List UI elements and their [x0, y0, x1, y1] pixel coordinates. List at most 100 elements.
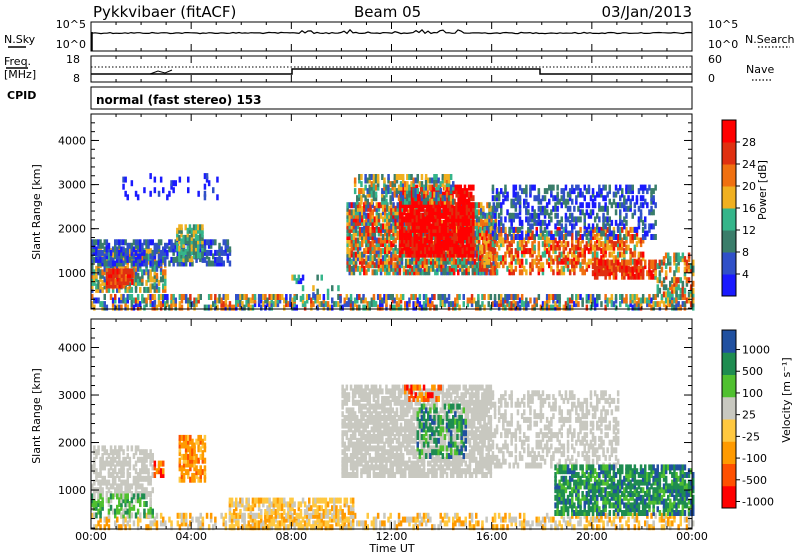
chart-title: Pykkvibaer (fitACF) — [93, 3, 236, 21]
heatmap-cell — [625, 294, 628, 300]
heatmap-cell — [210, 513, 213, 519]
heatmap-cell — [604, 185, 607, 191]
nsky-tick-top: 10^5 — [56, 18, 86, 31]
colorbar-tick-label: 24 — [742, 158, 756, 171]
heatmap-cell — [640, 209, 643, 215]
heatmap-cell — [482, 206, 485, 212]
heatmap-cell — [448, 294, 451, 300]
heatmap-cell — [654, 220, 657, 226]
heatmap-cell — [181, 305, 184, 311]
heatmap-cell — [669, 267, 672, 273]
heatmap-cell — [588, 202, 591, 208]
heatmap-cell — [227, 294, 230, 300]
heatmap-cell — [504, 216, 507, 222]
heatmap-cell — [114, 294, 117, 300]
heatmap-cell — [504, 234, 507, 240]
heatmap-cell — [552, 269, 555, 275]
heatmap-cell — [373, 294, 376, 300]
heatmap-cell — [615, 294, 618, 300]
heatmap-cell — [210, 294, 213, 300]
heatmap-cell — [586, 305, 589, 311]
colorbar-tick-label: 28 — [742, 136, 756, 149]
heatmap-cell — [606, 206, 609, 212]
heatmap-cell — [525, 259, 528, 265]
heatmap-cell — [143, 187, 146, 193]
heatmap-cell — [429, 517, 432, 523]
heatmap-cell — [149, 173, 152, 179]
heatmap-cell — [204, 184, 207, 190]
heatmap-cell — [617, 260, 620, 266]
heatmap-cell — [302, 285, 305, 291]
heatmap-cell — [519, 195, 522, 201]
heatmap-cell — [621, 188, 624, 194]
heatmap-cell — [625, 220, 628, 226]
colorbar-tick-label: 4 — [742, 268, 749, 281]
heatmap-cell — [510, 248, 513, 254]
heatmap-cell — [419, 294, 422, 300]
heatmap-cell — [485, 252, 488, 258]
heatmap-cell — [319, 294, 322, 300]
heatmap-cell — [569, 206, 572, 212]
heatmap-cell — [158, 191, 161, 197]
heatmap-cell — [417, 188, 420, 194]
heatmap-cell — [154, 294, 157, 300]
heatmap-cell — [502, 223, 505, 229]
heatmap-cell — [433, 294, 436, 300]
heatmap-cell — [565, 223, 568, 229]
heatmap-cell — [556, 185, 559, 191]
heatmap-cell — [122, 184, 125, 190]
heatmap-cell — [472, 202, 475, 208]
heatmap-cell — [216, 177, 219, 183]
heatmap-cell — [527, 202, 530, 208]
heatmap-cell — [465, 517, 468, 523]
colorbar-segment — [722, 274, 736, 297]
heatmap-cell — [472, 195, 475, 201]
colorbar-segment — [722, 252, 736, 275]
heatmap-cell — [571, 294, 574, 300]
heatmap-cell — [227, 239, 230, 245]
heatmap-cell — [619, 234, 622, 240]
heatmap-cell — [339, 296, 342, 302]
heatmap-cell — [506, 192, 509, 198]
heatmap-cell — [162, 187, 165, 193]
heatmap-cell — [556, 192, 559, 198]
heatmap-cell — [458, 305, 461, 311]
heatmap-cell — [223, 261, 226, 267]
heatmap-cell — [463, 294, 466, 300]
heatmap-cell — [354, 188, 357, 194]
heatmap-cell — [682, 281, 685, 287]
power-ytick-label: 3000 — [58, 179, 86, 192]
heatmap-cell — [550, 216, 553, 222]
heatmap-cell — [229, 261, 232, 267]
heatmap-cell — [665, 270, 668, 276]
heatmap-cell — [360, 174, 363, 180]
heatmap-cell — [598, 294, 601, 300]
heatmap-cell — [581, 202, 584, 208]
heatmap-cell — [312, 292, 315, 298]
heatmap-cell — [375, 192, 378, 198]
heatmap-cell — [688, 277, 691, 283]
heatmap-cell — [654, 234, 657, 240]
heatmap-cell — [387, 174, 390, 180]
velocity-heatmap-cells — [91, 385, 695, 531]
heatmap-cell — [636, 260, 639, 266]
heatmap-cell — [137, 194, 140, 200]
colorbar-segment — [722, 186, 736, 209]
heatmap-cell — [625, 213, 628, 219]
heatmap-cell — [542, 262, 545, 268]
heatmap-cell — [189, 294, 192, 300]
heatmap-cell — [191, 517, 194, 523]
heatmap-cell — [385, 199, 388, 205]
heatmap-cell — [197, 191, 200, 197]
heatmap-cell — [122, 246, 125, 252]
heatmap-cell — [611, 220, 614, 226]
heatmap-cell — [421, 174, 424, 180]
heatmap-cell — [402, 174, 405, 180]
heatmap-cell — [316, 275, 319, 281]
heatmap-cell — [485, 269, 488, 275]
heatmap-cell — [302, 275, 305, 281]
heatmap-cell — [327, 289, 330, 295]
heatmap-cell — [669, 256, 672, 262]
heatmap-cell — [615, 234, 618, 240]
heatmap-cell — [594, 202, 597, 208]
